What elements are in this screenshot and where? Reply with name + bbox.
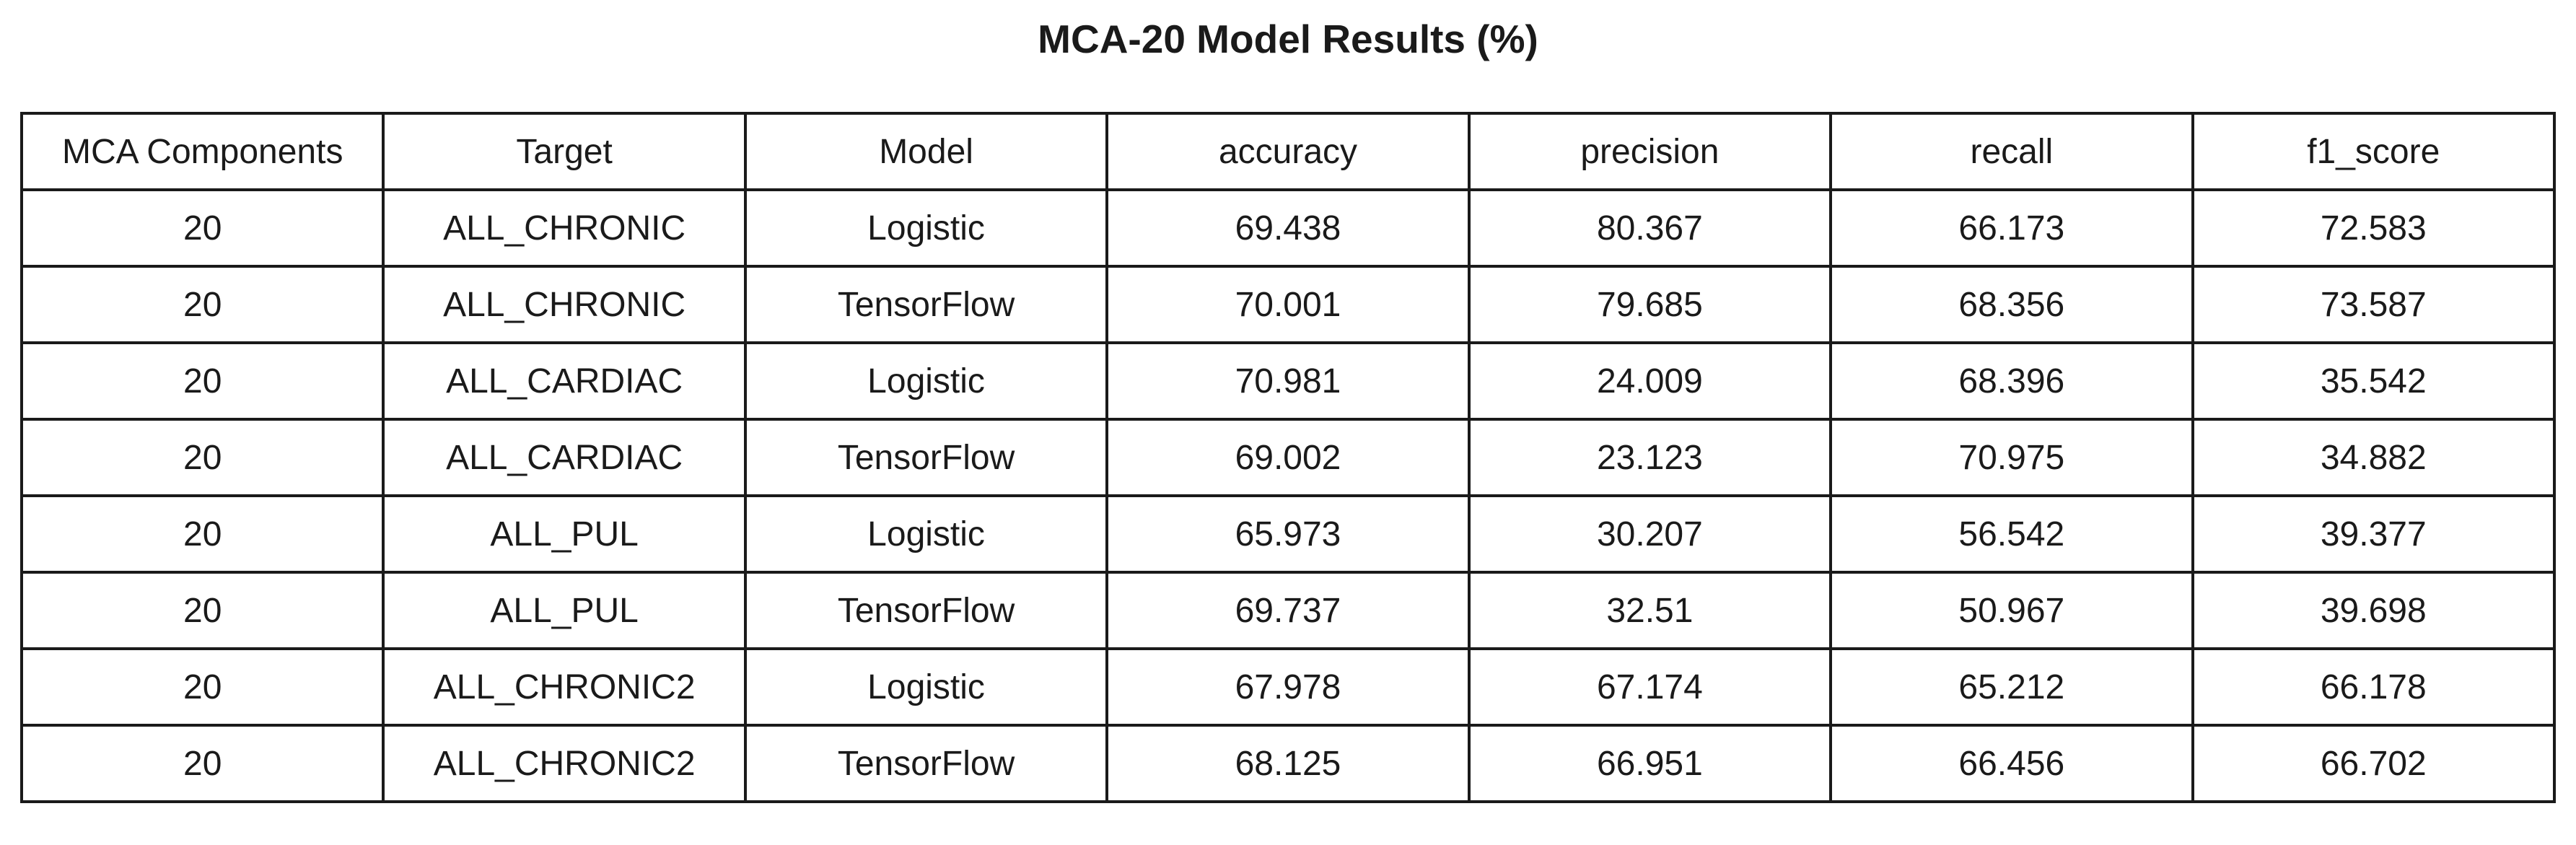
table-cell: 32.51 bbox=[1467, 571, 1833, 650]
table-cell: ALL_CHRONIC bbox=[382, 265, 747, 344]
table-cell: TensorFlow bbox=[743, 724, 1109, 803]
table-cell: 24.009 bbox=[1467, 341, 1833, 421]
table-cell: 66.951 bbox=[1467, 724, 1833, 803]
table-cell: 67.978 bbox=[1105, 647, 1471, 727]
results-table: MCA Components Target Model accuracy pre… bbox=[19, 112, 2557, 803]
table-cell: Logistic bbox=[743, 494, 1109, 574]
header-cell-precision: precision bbox=[1467, 112, 1833, 191]
table-cell: 56.542 bbox=[1829, 494, 2194, 574]
table-cell: 65.973 bbox=[1105, 494, 1471, 574]
table-cell: 20 bbox=[19, 418, 385, 497]
table-cell: 79.685 bbox=[1467, 265, 1833, 344]
table-cell: 68.125 bbox=[1105, 724, 1471, 803]
table-cell: 73.587 bbox=[2191, 265, 2557, 344]
table-cell: 66.173 bbox=[1829, 188, 2194, 268]
table-cell: 80.367 bbox=[1467, 188, 1833, 268]
table-cell: 69.737 bbox=[1105, 571, 1471, 650]
table-cell: 20 bbox=[19, 188, 385, 268]
table-cell: 67.174 bbox=[1467, 647, 1833, 727]
table-cell: TensorFlow bbox=[743, 571, 1109, 650]
header-cell-target: Target bbox=[382, 112, 747, 191]
table-cell: 69.002 bbox=[1105, 418, 1471, 497]
table-cell: 70.975 bbox=[1829, 418, 2194, 497]
table-cell: ALL_CARDIAC bbox=[382, 341, 747, 421]
table-cell: 65.212 bbox=[1829, 647, 2194, 727]
chart-title: MCA-20 Model Results (%) bbox=[1038, 17, 1538, 61]
header-cell-recall: recall bbox=[1829, 112, 2194, 191]
table-row: 20 ALL_PUL Logistic 65.973 30.207 56.542… bbox=[19, 494, 2557, 574]
table-row: 20 ALL_CHRONIC TensorFlow 70.001 79.685 … bbox=[19, 265, 2557, 344]
header-cell-accuracy: accuracy bbox=[1105, 112, 1471, 191]
table-row: 20 ALL_CARDIAC Logistic 70.981 24.009 68… bbox=[19, 341, 2557, 421]
table-cell: 20 bbox=[19, 571, 385, 650]
table-cell: 72.583 bbox=[2191, 188, 2557, 268]
table-cell: Logistic bbox=[743, 341, 1109, 421]
table-cell: 69.438 bbox=[1105, 188, 1471, 268]
table-cell: 68.396 bbox=[1829, 341, 2194, 421]
table-cell: 39.377 bbox=[2191, 494, 2557, 574]
table-cell: ALL_CARDIAC bbox=[382, 418, 747, 497]
table-cell: TensorFlow bbox=[743, 418, 1109, 497]
table-cell: TensorFlow bbox=[743, 265, 1109, 344]
table-cell: ALL_PUL bbox=[382, 571, 747, 650]
table-cell: 70.981 bbox=[1105, 341, 1471, 421]
header-row: MCA Components Target Model accuracy pre… bbox=[19, 112, 2557, 191]
table-row: 20 ALL_CARDIAC TensorFlow 69.002 23.123 … bbox=[19, 418, 2557, 497]
table-cell: 20 bbox=[19, 494, 385, 574]
table-cell: 66.702 bbox=[2191, 724, 2557, 803]
table-cell: 70.001 bbox=[1105, 265, 1471, 344]
table-cell: ALL_CHRONIC bbox=[382, 188, 747, 268]
table-cell: 34.882 bbox=[2191, 418, 2557, 497]
table-cell: 20 bbox=[19, 647, 385, 727]
header-cell-mca-components: MCA Components bbox=[19, 112, 385, 191]
table-cell: 50.967 bbox=[1829, 571, 2194, 650]
table-cell: ALL_PUL bbox=[382, 494, 747, 574]
header-cell-f1-score: f1_score bbox=[2191, 112, 2557, 191]
table-row: 20 ALL_PUL TensorFlow 69.737 32.51 50.96… bbox=[19, 571, 2557, 650]
header-cell-model: Model bbox=[743, 112, 1109, 191]
table-cell: 23.123 bbox=[1467, 418, 1833, 497]
table-cell: 66.456 bbox=[1829, 724, 2194, 803]
table-row: 20 ALL_CHRONIC2 TensorFlow 68.125 66.951… bbox=[19, 724, 2557, 803]
table-cell: Logistic bbox=[743, 647, 1109, 727]
table-row: 20 ALL_CHRONIC2 Logistic 67.978 67.174 6… bbox=[19, 647, 2557, 727]
table-cell: 30.207 bbox=[1467, 494, 1833, 574]
table-cell: 20 bbox=[19, 341, 385, 421]
table-cell: ALL_CHRONIC2 bbox=[382, 647, 747, 727]
table-cell: 68.356 bbox=[1829, 265, 2194, 344]
table-cell: 66.178 bbox=[2191, 647, 2557, 727]
table-cell: 39.698 bbox=[2191, 571, 2557, 650]
table-cell: Logistic bbox=[743, 188, 1109, 268]
table-cell: 20 bbox=[19, 265, 385, 344]
table-cell: ALL_CHRONIC2 bbox=[382, 724, 747, 803]
table-row: 20 ALL_CHRONIC Logistic 69.438 80.367 66… bbox=[19, 188, 2557, 268]
table-cell: 20 bbox=[19, 724, 385, 803]
table-cell: 35.542 bbox=[2191, 341, 2557, 421]
